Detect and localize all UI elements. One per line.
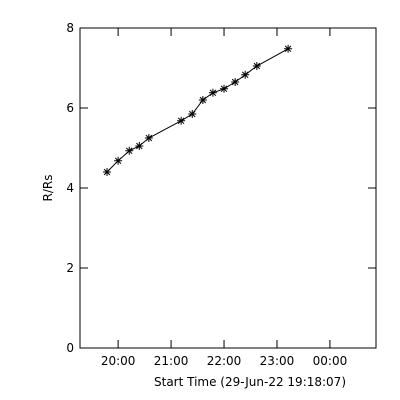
x-tick-label: 21:00 [154,354,189,368]
asterisk-marker [220,84,229,93]
x-tick-label: 23:00 [260,354,295,368]
asterisk-marker [241,70,250,79]
y-tick-label: 8 [66,21,74,35]
x-tick-label: 20:00 [101,354,136,368]
asterisk-marker [198,96,207,104]
asterisk-marker [188,110,197,118]
asterisk-marker [208,88,217,97]
asterisk-marker [252,62,261,70]
y-tick-label: 6 [66,101,74,115]
x-axis-label: Start Time (29-Jun-22 19:18:07) [154,375,346,389]
asterisk-marker [103,168,112,176]
asterisk-marker [114,156,123,165]
asterisk-marker [177,116,186,125]
asterisk-marker [231,78,240,86]
x-tick-label: 22:00 [207,354,242,368]
asterisk-marker [144,134,153,142]
data-line [106,48,289,173]
asterisk-marker [135,142,144,150]
y-axis-label: R/Rs [41,175,55,202]
y-tick-label: 2 [66,261,74,275]
y-tick-label: 0 [66,341,74,355]
y-tick-label: 4 [66,181,74,195]
plot-frame [79,27,377,349]
asterisk-marker [284,44,293,53]
asterisk-marker [125,146,134,155]
x-tick-label: 00:00 [313,354,348,368]
